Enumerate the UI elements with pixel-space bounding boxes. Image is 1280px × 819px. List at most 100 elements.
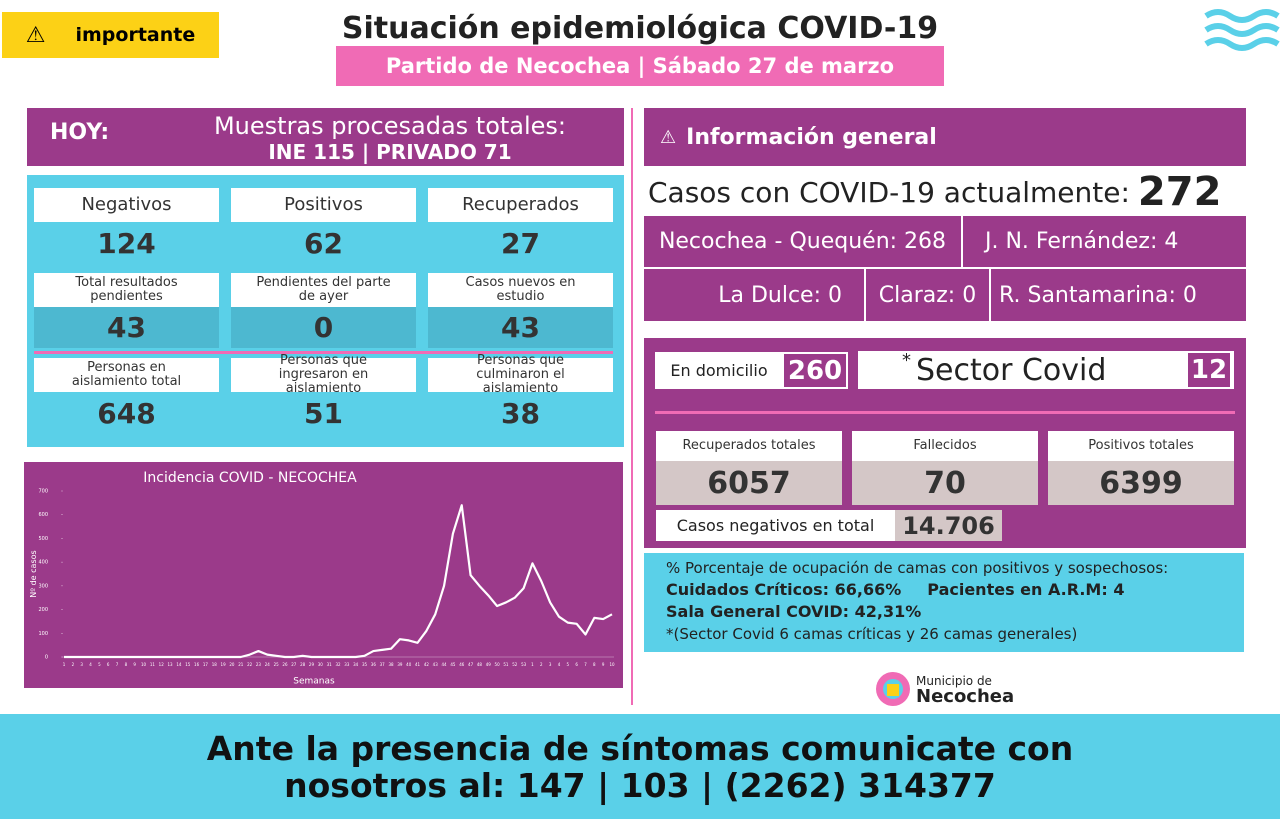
casos-row: Casos con COVID-19 actualmente: 272 (648, 168, 1246, 216)
x-tick-label: 4 (558, 662, 561, 667)
x-tick-label: 26 (282, 662, 288, 667)
x-tick-label: 41 (415, 662, 421, 667)
today-label: HOY: (50, 120, 110, 145)
muestras-label: Muestras procesadas totales: (213, 112, 567, 140)
x-tick-label: 21 (238, 662, 244, 667)
x-tick-label: 35 (362, 662, 368, 667)
casos-value: 272 (1137, 169, 1222, 215)
x-tick-label: 22 (247, 662, 253, 667)
x-tick-label: 3 (80, 662, 83, 667)
stat-value: 0 (231, 307, 416, 348)
logo-line1: Municipio de (916, 674, 992, 688)
stat-label: Personas en aislamiento total (34, 358, 219, 392)
subtitle: Partido de Necochea | Sábado 27 de marzo (336, 46, 944, 86)
x-tick-label: 13 (168, 662, 174, 667)
divider (864, 269, 866, 321)
total-value: 6057 (656, 461, 842, 505)
stat-label: Personas que culminaron el aislamiento (428, 354, 613, 396)
y-tick-label: 200 (38, 607, 48, 613)
x-tick-label: 6 (575, 662, 578, 667)
domicilio-value: 260 (784, 354, 846, 387)
y-tick-label: 600 (38, 512, 48, 518)
total-value: 70 (852, 461, 1038, 505)
separator (631, 108, 633, 705)
x-tick-label: 31 (327, 662, 333, 667)
stat-label: Total resultados pendientes (34, 273, 219, 307)
stat-label: Recuperados (428, 188, 613, 222)
x-tick-label: 19 (221, 662, 227, 667)
x-tick-label: 3 (549, 662, 552, 667)
today-panel (27, 108, 624, 166)
x-tick-label: 10 (141, 662, 147, 667)
x-tick-label: 30 (318, 662, 324, 667)
x-tick-label: 37 (380, 662, 386, 667)
divider (34, 351, 613, 354)
locality: La Dulce: 0 (718, 282, 842, 308)
casos-label: Casos con COVID-19 actualmente: (648, 175, 1130, 209)
x-tick-label: 2 (540, 662, 543, 667)
x-tick-label: 44 (442, 662, 448, 667)
x-tick-label: 24 (265, 662, 271, 667)
y-tick-label: 100 (38, 631, 48, 637)
y-tick-label: 400 (38, 560, 48, 566)
badge: ⚠ importante (2, 12, 219, 58)
beds-arm: Pacientes en A.R.M: 4 (927, 580, 1125, 599)
x-tick-label: 8 (125, 662, 128, 667)
footer-line2: nosotros al: 147 | 103 | (2262) 314377 (284, 766, 996, 805)
x-tick-label: 20 (229, 662, 235, 667)
stat-label: Casos nuevos en estudio (428, 273, 613, 307)
domicilio-label: En domicilio (670, 361, 768, 380)
x-tick-label: 7 (584, 662, 587, 667)
stat-label: Positivos (231, 188, 416, 222)
stat-value: 43 (34, 307, 219, 348)
x-tick-label: 33 (344, 662, 350, 667)
stat-value: 51 (231, 392, 416, 435)
x-tick-label: 15 (185, 662, 191, 667)
chart: Incidencia COVID - NECOCHEA Nº de casos … (29, 470, 615, 687)
beds-critical-row: Cuidados Críticos: 66,66% Pacientes en A.… (666, 579, 1244, 601)
x-tick-label: 17 (203, 662, 209, 667)
sector-mark: * (902, 350, 911, 371)
footer-line1: Ante la presencia de síntomas comunicate… (206, 729, 1074, 768)
x-tick-label: 25 (274, 662, 280, 667)
beds-note: *(Sector Covid 6 camas críticas y 26 cam… (666, 625, 1078, 643)
stat-value: 43 (428, 307, 613, 348)
x-tick-label: 16 (194, 662, 200, 667)
x-tick-label: 48 (477, 662, 483, 667)
negativos-value: 14.706 (895, 510, 1002, 541)
x-tick-label: 38 (388, 662, 394, 667)
x-tick-label: 6 (107, 662, 110, 667)
stat-label: Pendientes del parte de ayer (231, 273, 416, 307)
y-tick-label: 700 (38, 489, 48, 495)
y-tick-label: 300 (38, 583, 48, 589)
total-label: Recuperados totales (656, 431, 842, 461)
x-tick-label: 52 (512, 662, 518, 667)
x-tick-label: 46 (459, 662, 465, 667)
y-axis-label: Nº de casos (29, 550, 38, 597)
x-tick-label: 1 (531, 662, 534, 667)
x-tick-label: 34 (353, 662, 359, 667)
x-tick-label: 10 (609, 662, 615, 667)
stat-value: 27 (428, 222, 613, 265)
x-tick-label: 42 (424, 662, 430, 667)
divider (961, 216, 963, 267)
x-tick-label: 9 (133, 662, 136, 667)
logo-icon (876, 672, 910, 706)
general-title: Información general (686, 124, 937, 150)
locality: Claraz: 0 (878, 282, 977, 308)
general-header: ⚠ Información general (644, 108, 1246, 166)
x-tick-label: 4 (89, 662, 92, 667)
title: Situación epidemiológica COVID-19 (341, 10, 939, 46)
x-tick-label: 53 (521, 662, 527, 667)
beds-critical: Cuidados Críticos: 66,66% (666, 580, 902, 599)
waves-icon (1204, 9, 1280, 51)
x-tick-label: 27 (291, 662, 297, 667)
locality: R. Santamarina: 0 (999, 282, 1197, 308)
x-tick-label: 43 (433, 662, 439, 667)
x-tick-label: 7 (116, 662, 119, 667)
x-tick-label: 1 (63, 662, 66, 667)
x-tick-label: 51 (503, 662, 509, 667)
y-tick-label: 500 (38, 536, 48, 542)
footer: Ante la presencia de síntomas comunicate… (0, 714, 1280, 819)
stat-value: 124 (34, 222, 219, 265)
